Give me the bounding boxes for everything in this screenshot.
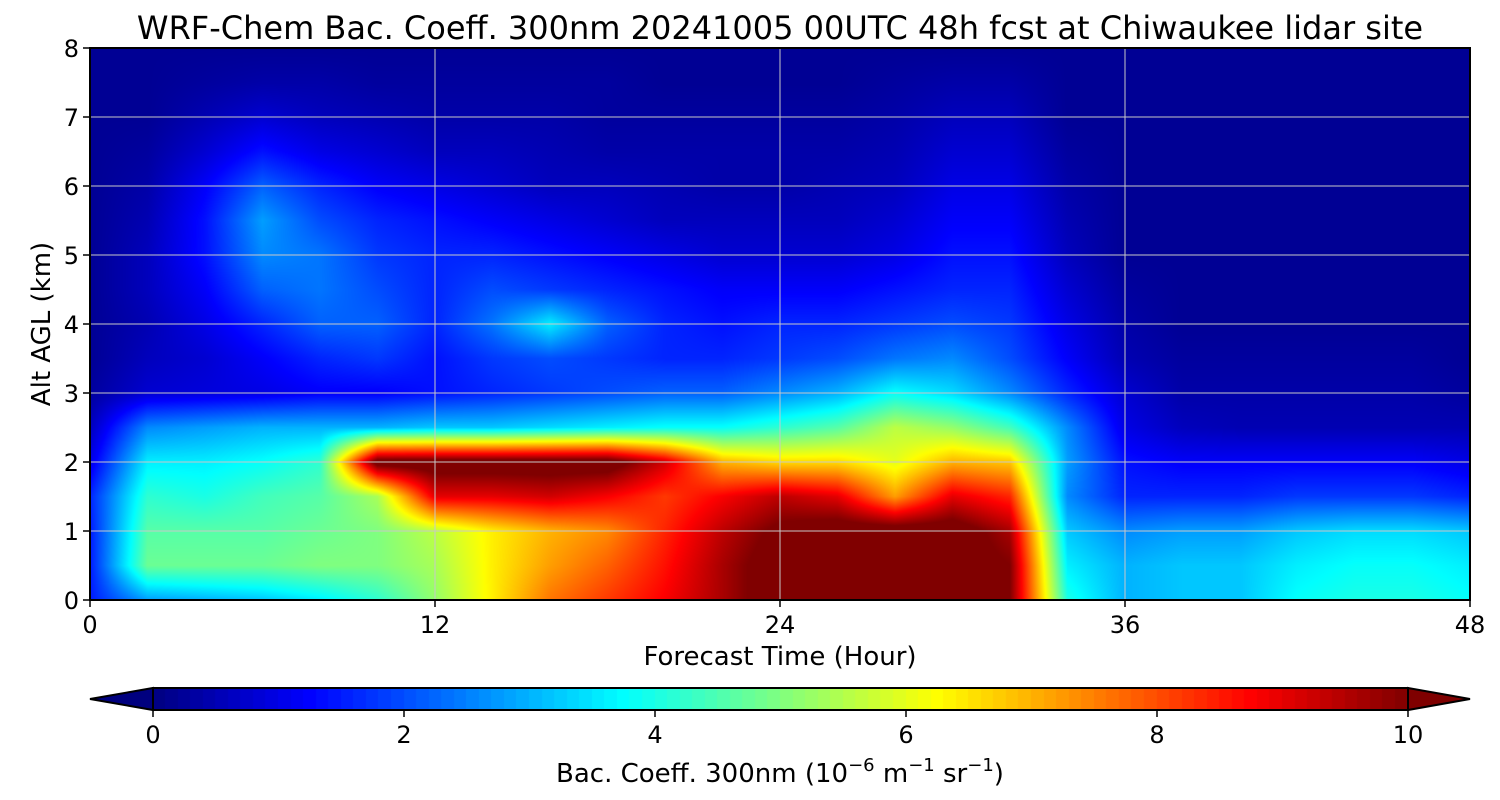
y-tick-label: 8 (64, 35, 79, 63)
colorbar-ticks: 0 2 4 6 8 10 (145, 710, 1423, 749)
x-tick-label: 0 (82, 611, 97, 639)
colorbar-tick-label: 6 (898, 721, 913, 749)
y-tick-label: 6 (64, 173, 79, 201)
colorbar-label-mid2: sr (935, 759, 968, 789)
y-tick-label: 2 (64, 449, 79, 477)
colorbar-label-main: Bac. Coeff. 300nm (10 (556, 759, 848, 789)
colorbar-label-mid: m (875, 759, 909, 789)
x-tick-label: 36 (1110, 611, 1141, 639)
colorbar-extend-max (1407, 686, 1471, 712)
colorbar-label-exp2: −1 (908, 755, 935, 776)
y-tick-label: 0 (64, 587, 79, 615)
colorbar-label-exp1: −6 (848, 755, 875, 776)
x-tick-label: 48 (1455, 611, 1486, 639)
colorbar-label: Bac. Coeff. 300nm (10−6 m−1 sr−1) (556, 755, 1004, 789)
colorbar-tick-label: 10 (1393, 721, 1424, 749)
colorbar-tick-label: 2 (396, 721, 411, 749)
colorbar-gradient (153, 688, 1408, 710)
y-tick-label: 1 (64, 518, 79, 546)
colorbar: 0 2 4 6 8 10 Bac. Coeff. 300nm (10−6 m−1 sr−1… (89, 686, 1471, 789)
y-tick-label: 7 (64, 104, 79, 132)
colorbar-frame (152, 687, 1409, 711)
y-tick-label: 4 (64, 311, 79, 339)
colorbar-label-exp3: −1 (967, 755, 994, 776)
x-tick-label: 24 (765, 611, 796, 639)
colorbar-extend-min (89, 686, 154, 712)
y-axis-ticks: 0 1 2 3 4 5 6 7 8 (64, 35, 90, 615)
y-tick-label: 5 (64, 242, 79, 270)
x-tick-label: 12 (420, 611, 451, 639)
plot-area (89, 47, 1471, 601)
colorbar-tick-label: 0 (145, 721, 160, 749)
chart-title: WRF-Chem Bac. Coeff. 300nm 20241005 00UT… (137, 9, 1423, 47)
colorbar-label-end: ) (994, 759, 1004, 789)
colorbar-tick-label: 4 (647, 721, 662, 749)
y-tick-label: 3 (64, 380, 79, 408)
y-axis-label: Alt AGL (km) (27, 242, 57, 406)
x-axis-ticks: 0 12 24 36 48 (82, 600, 1485, 639)
colorbar-tick-label: 8 (1149, 721, 1164, 749)
x-axis-label: Forecast Time (Hour) (643, 642, 916, 672)
